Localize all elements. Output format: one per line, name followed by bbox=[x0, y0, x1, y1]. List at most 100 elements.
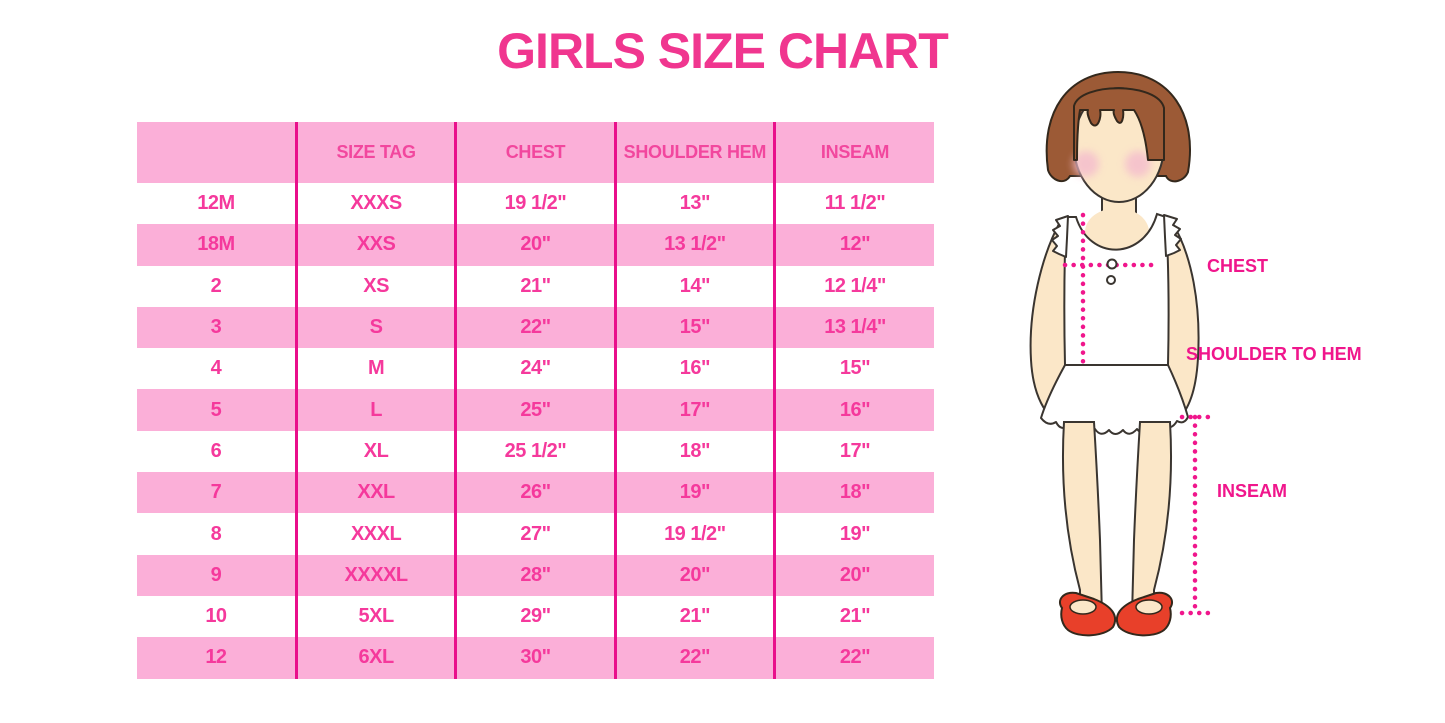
table-cell: 26" bbox=[454, 472, 616, 514]
table-row: 3 S 22" 15" 13 1/4" bbox=[137, 306, 934, 349]
table-cell: XXXXL bbox=[294, 554, 456, 596]
table-cell: 11 1/2" bbox=[773, 183, 934, 225]
table-cell: 13" bbox=[613, 183, 775, 225]
table-cell: 25" bbox=[454, 389, 616, 431]
table-cell: 12" bbox=[773, 224, 934, 266]
table-cell: 7 bbox=[137, 472, 297, 514]
table-cell: 21" bbox=[773, 595, 934, 638]
page-title: GIRLS SIZE CHART bbox=[497, 23, 949, 79]
header-cell-size bbox=[137, 122, 297, 183]
chest-skin bbox=[1085, 208, 1149, 256]
table-row: 9 XXXXL 28" 20" 20" bbox=[137, 554, 934, 596]
table-cell: 16" bbox=[613, 348, 775, 390]
table-row: 12 6XL 30" 22" 22" bbox=[137, 637, 934, 679]
table-row: 7 XXL 26" 19" 18" bbox=[137, 472, 934, 514]
shoulder-to-hem-label: SHOULDER TO HEM bbox=[1186, 344, 1362, 364]
table-cell: 22" bbox=[613, 637, 775, 679]
table-cell: 24" bbox=[454, 348, 616, 390]
table-row: 4 M 24" 16" 15" bbox=[137, 348, 934, 390]
table-cell: 20" bbox=[454, 224, 616, 266]
table-row: 6 XL 25 1/2" 18" 17" bbox=[137, 430, 934, 473]
table-cell: 19" bbox=[613, 472, 775, 514]
skirt bbox=[1040, 364, 1189, 435]
table-cell: 19 1/2" bbox=[454, 183, 616, 225]
table-cell: 21" bbox=[454, 265, 616, 307]
right-leg bbox=[1130, 421, 1173, 617]
table-cell: 30" bbox=[454, 637, 616, 679]
table-cell: 28" bbox=[454, 554, 616, 596]
table-cell: 14" bbox=[613, 265, 775, 307]
right-shoe-opening bbox=[1135, 599, 1163, 615]
table-cell: 6 bbox=[210, 439, 222, 462]
header-cell-size-tag: SIZE TAG bbox=[294, 122, 456, 183]
left-leg bbox=[1061, 421, 1104, 617]
chest-label: CHEST bbox=[1207, 256, 1268, 276]
table-row: 18M XXS 20" 13 1/2" 12" bbox=[137, 224, 934, 266]
header-cell-inseam: INSEAM bbox=[773, 122, 934, 183]
table-cell: 3 bbox=[137, 306, 297, 349]
table-cell: 13 1/2" bbox=[613, 224, 775, 266]
size-table-header: SIZE TAG CHEST SHOULDER HEM INSEAM bbox=[137, 122, 934, 183]
table-row: 8 XXXL 27" 19 1/2" 19" bbox=[137, 513, 934, 555]
table-cell: XS bbox=[294, 265, 456, 307]
left-cheek-blush bbox=[1073, 151, 1099, 177]
table-cell: 13 1/4" bbox=[773, 306, 934, 349]
table-cell: 20" bbox=[773, 554, 934, 596]
table-cell: 21" bbox=[613, 595, 775, 638]
table-row: 10 5XL 29" 21" 21" bbox=[137, 595, 934, 638]
size-table: SIZE TAG CHEST SHOULDER HEM INSEAM 12M XX… bbox=[137, 122, 934, 679]
header-cell-chest: CHEST bbox=[454, 122, 616, 183]
inseam-label: INSEAM bbox=[1217, 481, 1287, 501]
table-cell: 19 1/2" bbox=[613, 513, 775, 555]
table-cell: 19" bbox=[773, 513, 934, 555]
header-cell-shoulder-hem: SHOULDER HEM bbox=[613, 122, 775, 183]
table-cell: 6XL bbox=[294, 637, 456, 679]
table-cell: 17" bbox=[773, 430, 934, 473]
table-cell: XXS bbox=[294, 224, 456, 266]
table-cell: 8 bbox=[210, 522, 222, 545]
table-cell: 5 bbox=[137, 389, 297, 431]
table-cell: XXXL bbox=[294, 513, 456, 555]
table-cell: 4 bbox=[210, 357, 222, 380]
measurement-figure: CHEST SHOULDER TO HEM INSEAM bbox=[1020, 60, 1445, 660]
right-shoulder-ruffle bbox=[1163, 214, 1182, 257]
table-cell: 10 bbox=[205, 605, 227, 628]
top-bodice bbox=[1063, 212, 1170, 366]
table-cell: 12M bbox=[197, 192, 235, 215]
table-cell: L bbox=[294, 389, 456, 431]
left-shoulder-ruffle bbox=[1051, 215, 1069, 258]
top-button bbox=[1106, 258, 1118, 270]
table-cell: 16" bbox=[773, 389, 934, 431]
table-cell: 2 bbox=[210, 274, 222, 297]
table-cell: 20" bbox=[613, 554, 775, 596]
left-shoe-opening bbox=[1069, 599, 1097, 615]
table-row: 5 L 25" 17" 16" bbox=[137, 389, 934, 431]
table-cell: S bbox=[294, 306, 456, 349]
table-cell: 15" bbox=[613, 306, 775, 349]
table-cell: 22" bbox=[773, 637, 934, 679]
table-cell: 17" bbox=[613, 389, 775, 431]
table-cell: 15" bbox=[773, 348, 934, 390]
table-cell: 9 bbox=[137, 554, 297, 596]
hair-bangs bbox=[1073, 87, 1165, 161]
table-cell: 29" bbox=[454, 595, 616, 638]
right-cheek-blush bbox=[1125, 151, 1151, 177]
table-cell: 22" bbox=[454, 306, 616, 349]
table-cell: 18" bbox=[613, 430, 775, 473]
girl-illustration: CHEST SHOULDER TO HEM INSEAM bbox=[1029, 70, 1362, 637]
table-cell: XXL bbox=[294, 472, 456, 514]
table-cell: XXXS bbox=[294, 183, 456, 225]
table-row: 2 XS 21" 14" 12 1/4" bbox=[137, 265, 934, 307]
table-header-row: SIZE TAG CHEST SHOULDER HEM INSEAM bbox=[137, 122, 934, 183]
table-cell: 5XL bbox=[294, 595, 456, 638]
table-cell: 25 1/2" bbox=[454, 430, 616, 473]
table-cell: 12 bbox=[137, 637, 297, 679]
table-cell: 12 1/4" bbox=[773, 265, 934, 307]
table-cell: XL bbox=[294, 430, 456, 473]
table-row: 12M XXXS 19 1/2" 13" 11 1/2" bbox=[137, 183, 934, 225]
table-cell: 18M bbox=[137, 224, 297, 266]
table-cell: 18" bbox=[773, 472, 934, 514]
table-cell: M bbox=[294, 348, 456, 390]
table-cell: 27" bbox=[454, 513, 616, 555]
